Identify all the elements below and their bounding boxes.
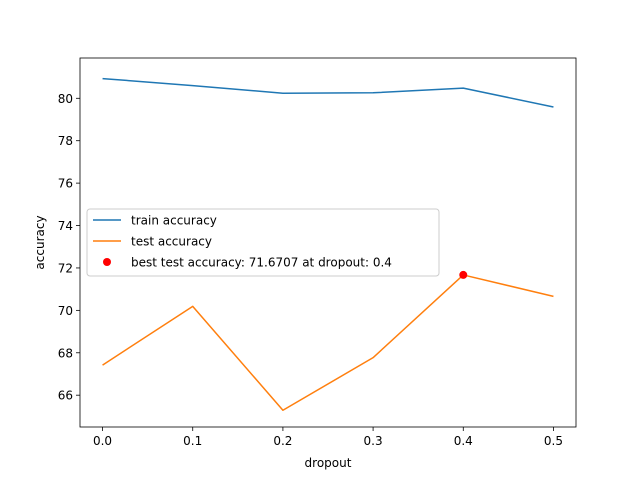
y-tick-label: 80 xyxy=(58,92,73,106)
y-axis: 66 68 70 72 74 76 78 80 xyxy=(58,92,80,403)
series-line-1 xyxy=(102,274,554,411)
legend-entry-test: test accuracy xyxy=(131,235,212,249)
y-tick-label: 78 xyxy=(58,134,73,148)
legend: train accuracy test accuracy best test a… xyxy=(86,208,440,277)
y-tick-label: 66 xyxy=(58,389,73,403)
x-tick-label: 0.2 xyxy=(273,434,292,448)
x-tick-label: 0.5 xyxy=(544,434,563,448)
x-axis: 0.0 0.1 0.2 0.3 0.4 0.5 xyxy=(93,427,563,448)
y-tick-label: 72 xyxy=(58,261,73,275)
legend-box xyxy=(86,208,440,277)
y-tick-label: 76 xyxy=(58,177,73,191)
y-tick-label: 74 xyxy=(58,219,73,233)
legend-entry-best: best test accuracy: 71.6707 at dropout: … xyxy=(131,256,392,270)
legend-entry-train: train accuracy xyxy=(131,214,217,228)
y-axis-label: accuracy xyxy=(33,215,47,269)
y-tick-label: 70 xyxy=(58,304,73,318)
legend-swatch-best xyxy=(103,258,111,266)
axes-frame xyxy=(79,57,577,428)
x-tick-label: 0.3 xyxy=(364,434,383,448)
plot-area xyxy=(102,77,554,411)
series-line-0 xyxy=(102,77,554,108)
x-axis-label: dropout xyxy=(305,456,352,470)
x-tick-label: 0.4 xyxy=(454,434,473,448)
x-tick-label: 0.0 xyxy=(93,434,112,448)
x-tick-label: 0.1 xyxy=(183,434,202,448)
best-point-marker xyxy=(459,270,468,279)
y-tick-label: 68 xyxy=(58,346,73,360)
